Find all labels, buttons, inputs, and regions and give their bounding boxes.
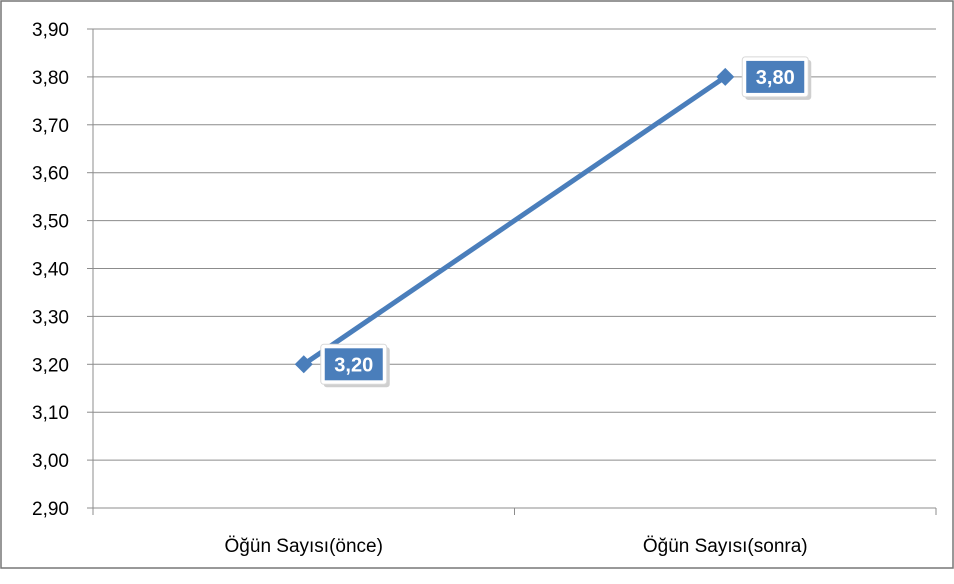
data-labels: 3,20 3,80 (320, 56, 812, 388)
data-label-fill (746, 60, 805, 93)
series-0 (294, 67, 735, 374)
y-tick-label: 2,90 (32, 499, 69, 520)
y-tick-label: 3,50 (32, 212, 69, 233)
gridlines (93, 28, 936, 461)
data-point-marker (294, 355, 313, 374)
y-tick-label: 3,80 (32, 68, 69, 89)
y-tick-label: 3,10 (32, 403, 69, 424)
data-label: 3,80 (756, 67, 795, 89)
y-tick-labels: 2,90 3,00 3,10 3,20 3,30 3,40 3,50 3,60 3,70 3,80… (32, 20, 69, 520)
series-line (302, 74, 727, 367)
y-tick-label: 3,30 (32, 307, 69, 328)
y-tick-label: 3,40 (32, 260, 69, 281)
y-tick-label: 3,90 (32, 20, 69, 41)
y-tick-label: 3,70 (32, 116, 69, 137)
y-tick-label: 3,60 (32, 164, 69, 185)
data-point-marker (716, 67, 735, 86)
data-label-fill (324, 348, 383, 381)
x-tick-labels: Öğün Sayısı(önce) Öğün Sayısı(sonra) (225, 536, 808, 557)
y-tick-label: 3,20 (32, 355, 69, 376)
x-tick-label: Öğün Sayısı(önce) (225, 536, 383, 557)
axes (87, 28, 937, 515)
y-tick-label: 3,00 (32, 451, 69, 472)
data-label: 3,20 (334, 354, 373, 376)
x-tick-label: Öğün Sayısı(sonra) (643, 536, 808, 557)
